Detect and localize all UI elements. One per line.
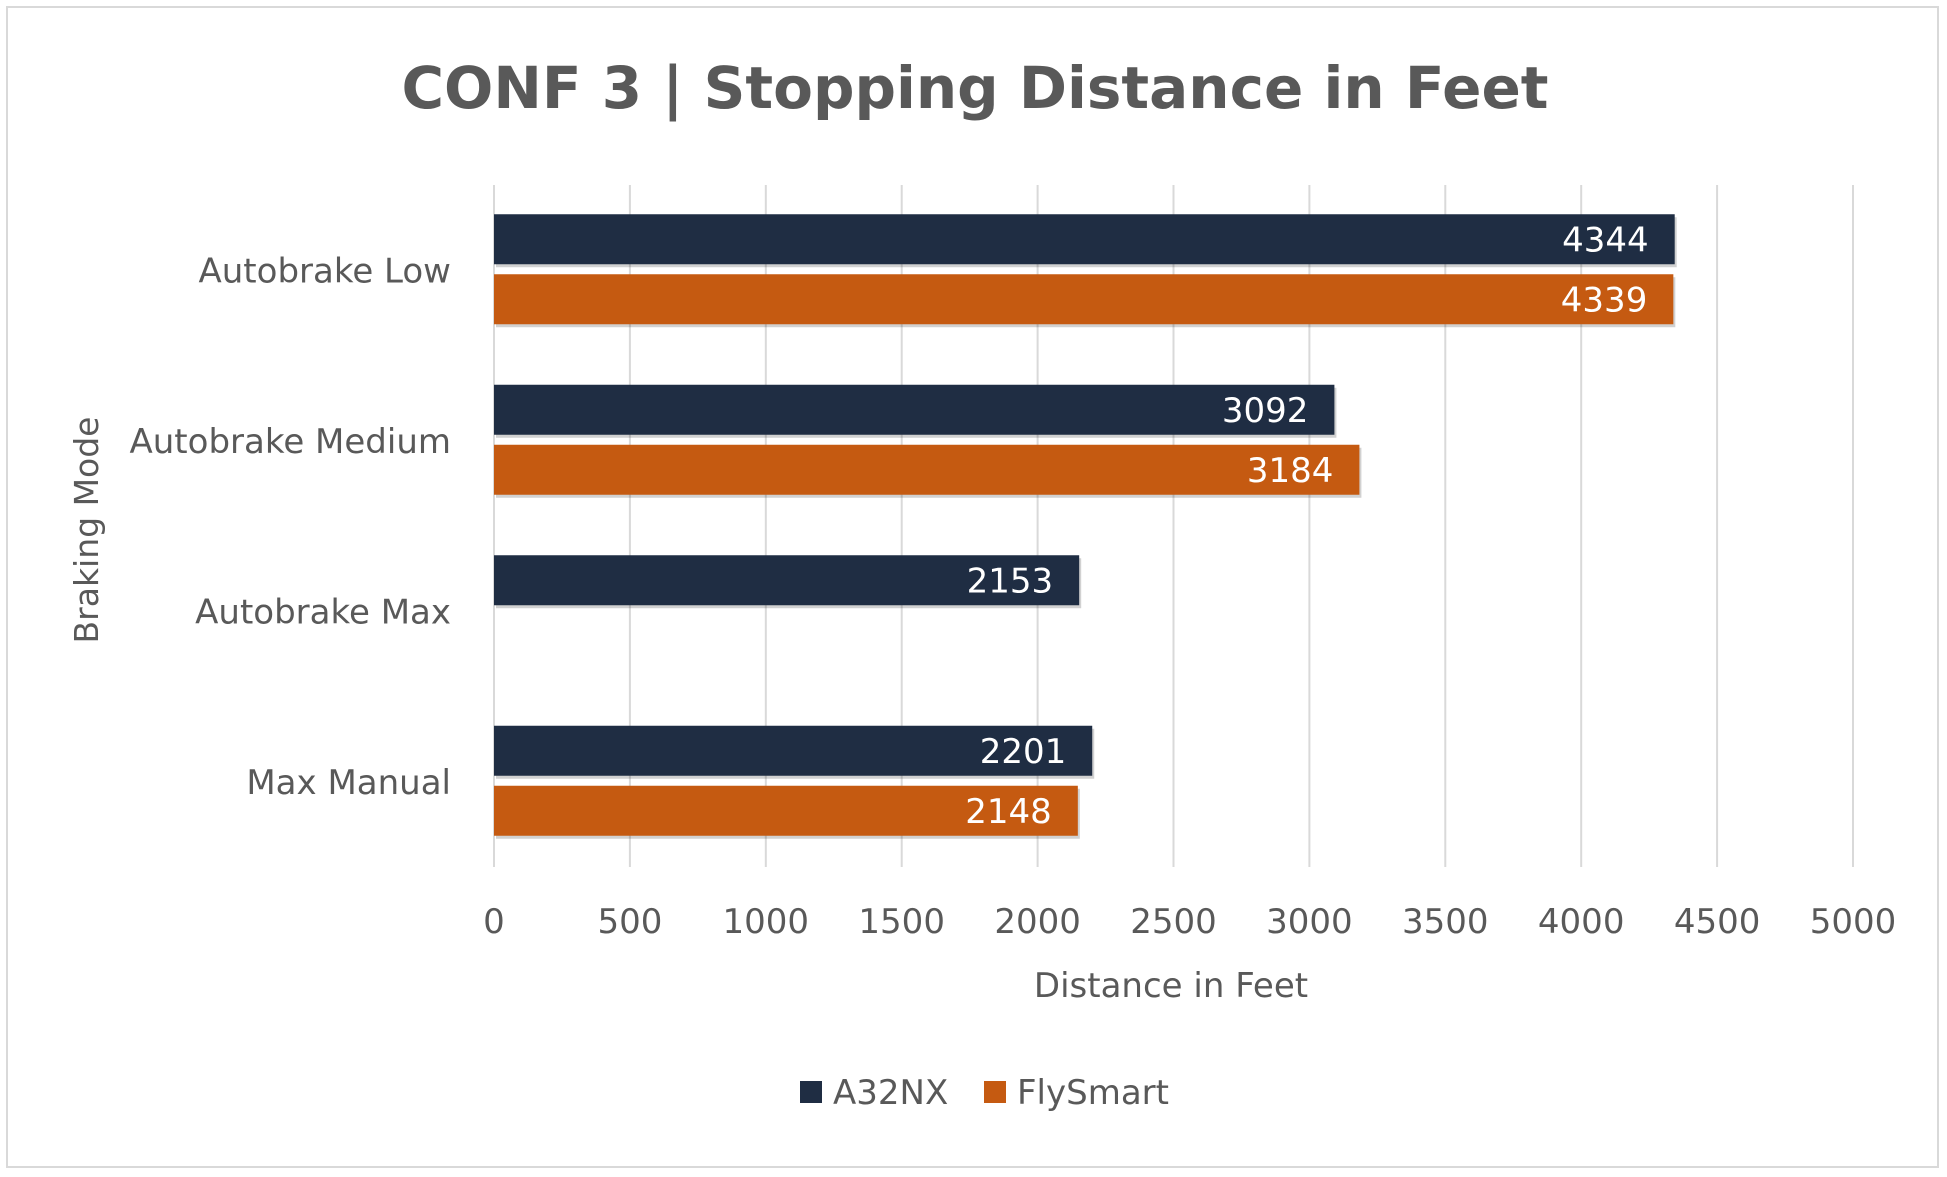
legend-label: FlySmart [1017, 1073, 1169, 1113]
data-label: 4344 [1562, 220, 1649, 260]
category-label: Autobrake Low [199, 251, 452, 291]
legend: A32NX FlySmart [800, 1073, 1169, 1113]
category-label: Autobrake Max [195, 592, 451, 632]
bar [494, 785, 1078, 836]
x-tick-label: 2000 [994, 902, 1081, 942]
x-axis-title: Distance in Feet [1034, 966, 1308, 1006]
chart-title: CONF 3 | Stopping Distance in Feet [401, 54, 1548, 122]
bar [494, 384, 1335, 435]
data-label: 3092 [1222, 391, 1309, 431]
bars [494, 214, 1677, 839]
x-tick-label: 1000 [723, 902, 810, 942]
bar [494, 444, 1360, 495]
category-labels: Autobrake Low Autobrake Medium Autobrake M… [130, 251, 452, 803]
x-tick-label: 5000 [1810, 902, 1897, 942]
bar [494, 725, 1093, 776]
legend-swatch [984, 1081, 1006, 1103]
x-tick-label: 3000 [1266, 902, 1353, 942]
data-label: 3184 [1247, 451, 1334, 491]
x-tick-label: 3500 [1402, 902, 1489, 942]
data-labels: 4344 4339 3092 3184 2153 2201 2148 [965, 220, 1648, 832]
x-tick-label: 500 [597, 902, 662, 942]
data-label: 2201 [980, 732, 1067, 772]
x-tick-label: 4000 [1538, 902, 1625, 942]
data-label: 2153 [967, 561, 1054, 601]
data-label: 4339 [1561, 280, 1648, 320]
bar [494, 274, 1674, 325]
data-label: 2148 [965, 792, 1052, 832]
x-tick-label: 2500 [1130, 902, 1217, 942]
category-label: Max Manual [246, 763, 451, 803]
x-tick-label: 4500 [1674, 902, 1761, 942]
category-label: Autobrake Medium [130, 422, 452, 462]
legend-swatch [800, 1081, 822, 1103]
legend-label: A32NX [833, 1073, 948, 1113]
x-tick-label: 0 [483, 902, 505, 942]
x-tick-labels: 0 500 1000 1500 2000 2500 3000 3500 4000 4500 5000 [483, 902, 1896, 942]
bar [494, 555, 1080, 606]
x-tick-label: 1500 [858, 902, 945, 942]
y-axis-title: Braking Mode [67, 417, 106, 644]
bar [494, 214, 1675, 265]
